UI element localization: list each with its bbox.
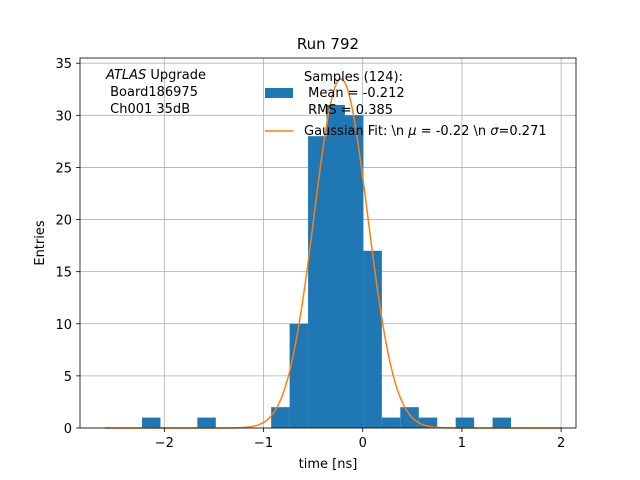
annotation-line-1: ATLAS Upgrade [105,68,206,83]
x-tick-label: −2 [155,436,174,451]
legend-fit-text-part: = -0.22 \n [417,124,491,139]
legend-fit-label: Gaussian Fit: \n μ = -0.22 \n σ=0.271 [304,124,547,139]
legend-fit-text-part: =0.271 [499,124,547,139]
y-axis-label: Entries [33,220,48,266]
x-tick-label: −1 [254,436,273,451]
legend-swatch-samples [265,88,293,98]
y-tick-label: 25 [55,161,72,176]
y-tick-label: 35 [55,57,72,72]
legend-fit-text-part: μ [407,124,416,139]
x-tick-label: 2 [557,436,565,451]
histogram-bar [418,417,438,428]
legend-samples-line-2: Mean = -0.212 [304,86,405,101]
y-tick-label: 15 [55,266,72,281]
histogram-bar [344,115,364,428]
legend-fit-text-part: Gaussian Fit: \n [304,124,408,139]
annotation-italic-word: ATLAS [105,68,146,83]
histogram-bar [271,407,290,428]
annotation-box: ATLAS Upgrade Board186975 Ch001 35dB [105,68,206,117]
histogram-bar [308,136,327,429]
y-tick-label: 10 [55,318,72,333]
histogram-bar [455,417,475,428]
x-tick-label: 1 [458,436,466,451]
histogram-bar [197,417,216,428]
histogram-bars [142,104,512,429]
histogram-bar [363,250,382,428]
legend-fit-text-part: σ [490,124,499,139]
histogram-bar [142,417,161,428]
annotation-line-3: Ch001 35dB [106,102,190,117]
x-tick-label: 0 [359,436,367,451]
y-tick-label: 30 [55,109,72,124]
x-axis-label: time [ns] [299,457,358,472]
y-tick-label: 20 [55,214,72,229]
plot-frame [79,57,577,429]
legend-samples-line-1: Samples (124): [304,70,403,85]
histogram-bar [492,417,512,428]
y-tick-label: 0 [64,422,72,437]
x-axis-ticks: −2 −1 0 1 2 [155,428,565,451]
y-axis-ticks: 0 5 10 15 20 25 30 35 [55,57,80,437]
y-tick-label: 5 [64,370,72,385]
histogram-bar [326,104,345,429]
histogram-bar [400,407,419,428]
legend: Samples (124): Mean = -0.212 RMS = 0.385… [265,70,547,139]
annotation-upgrade-word: Upgrade [146,68,206,83]
annotation-line-2: Board186975 [106,85,198,100]
legend-samples-line-3: RMS = 0.385 [304,103,393,118]
chart-title: Run 792 [297,35,359,53]
histogram-bar [289,323,309,428]
histogram-bar [381,417,401,428]
